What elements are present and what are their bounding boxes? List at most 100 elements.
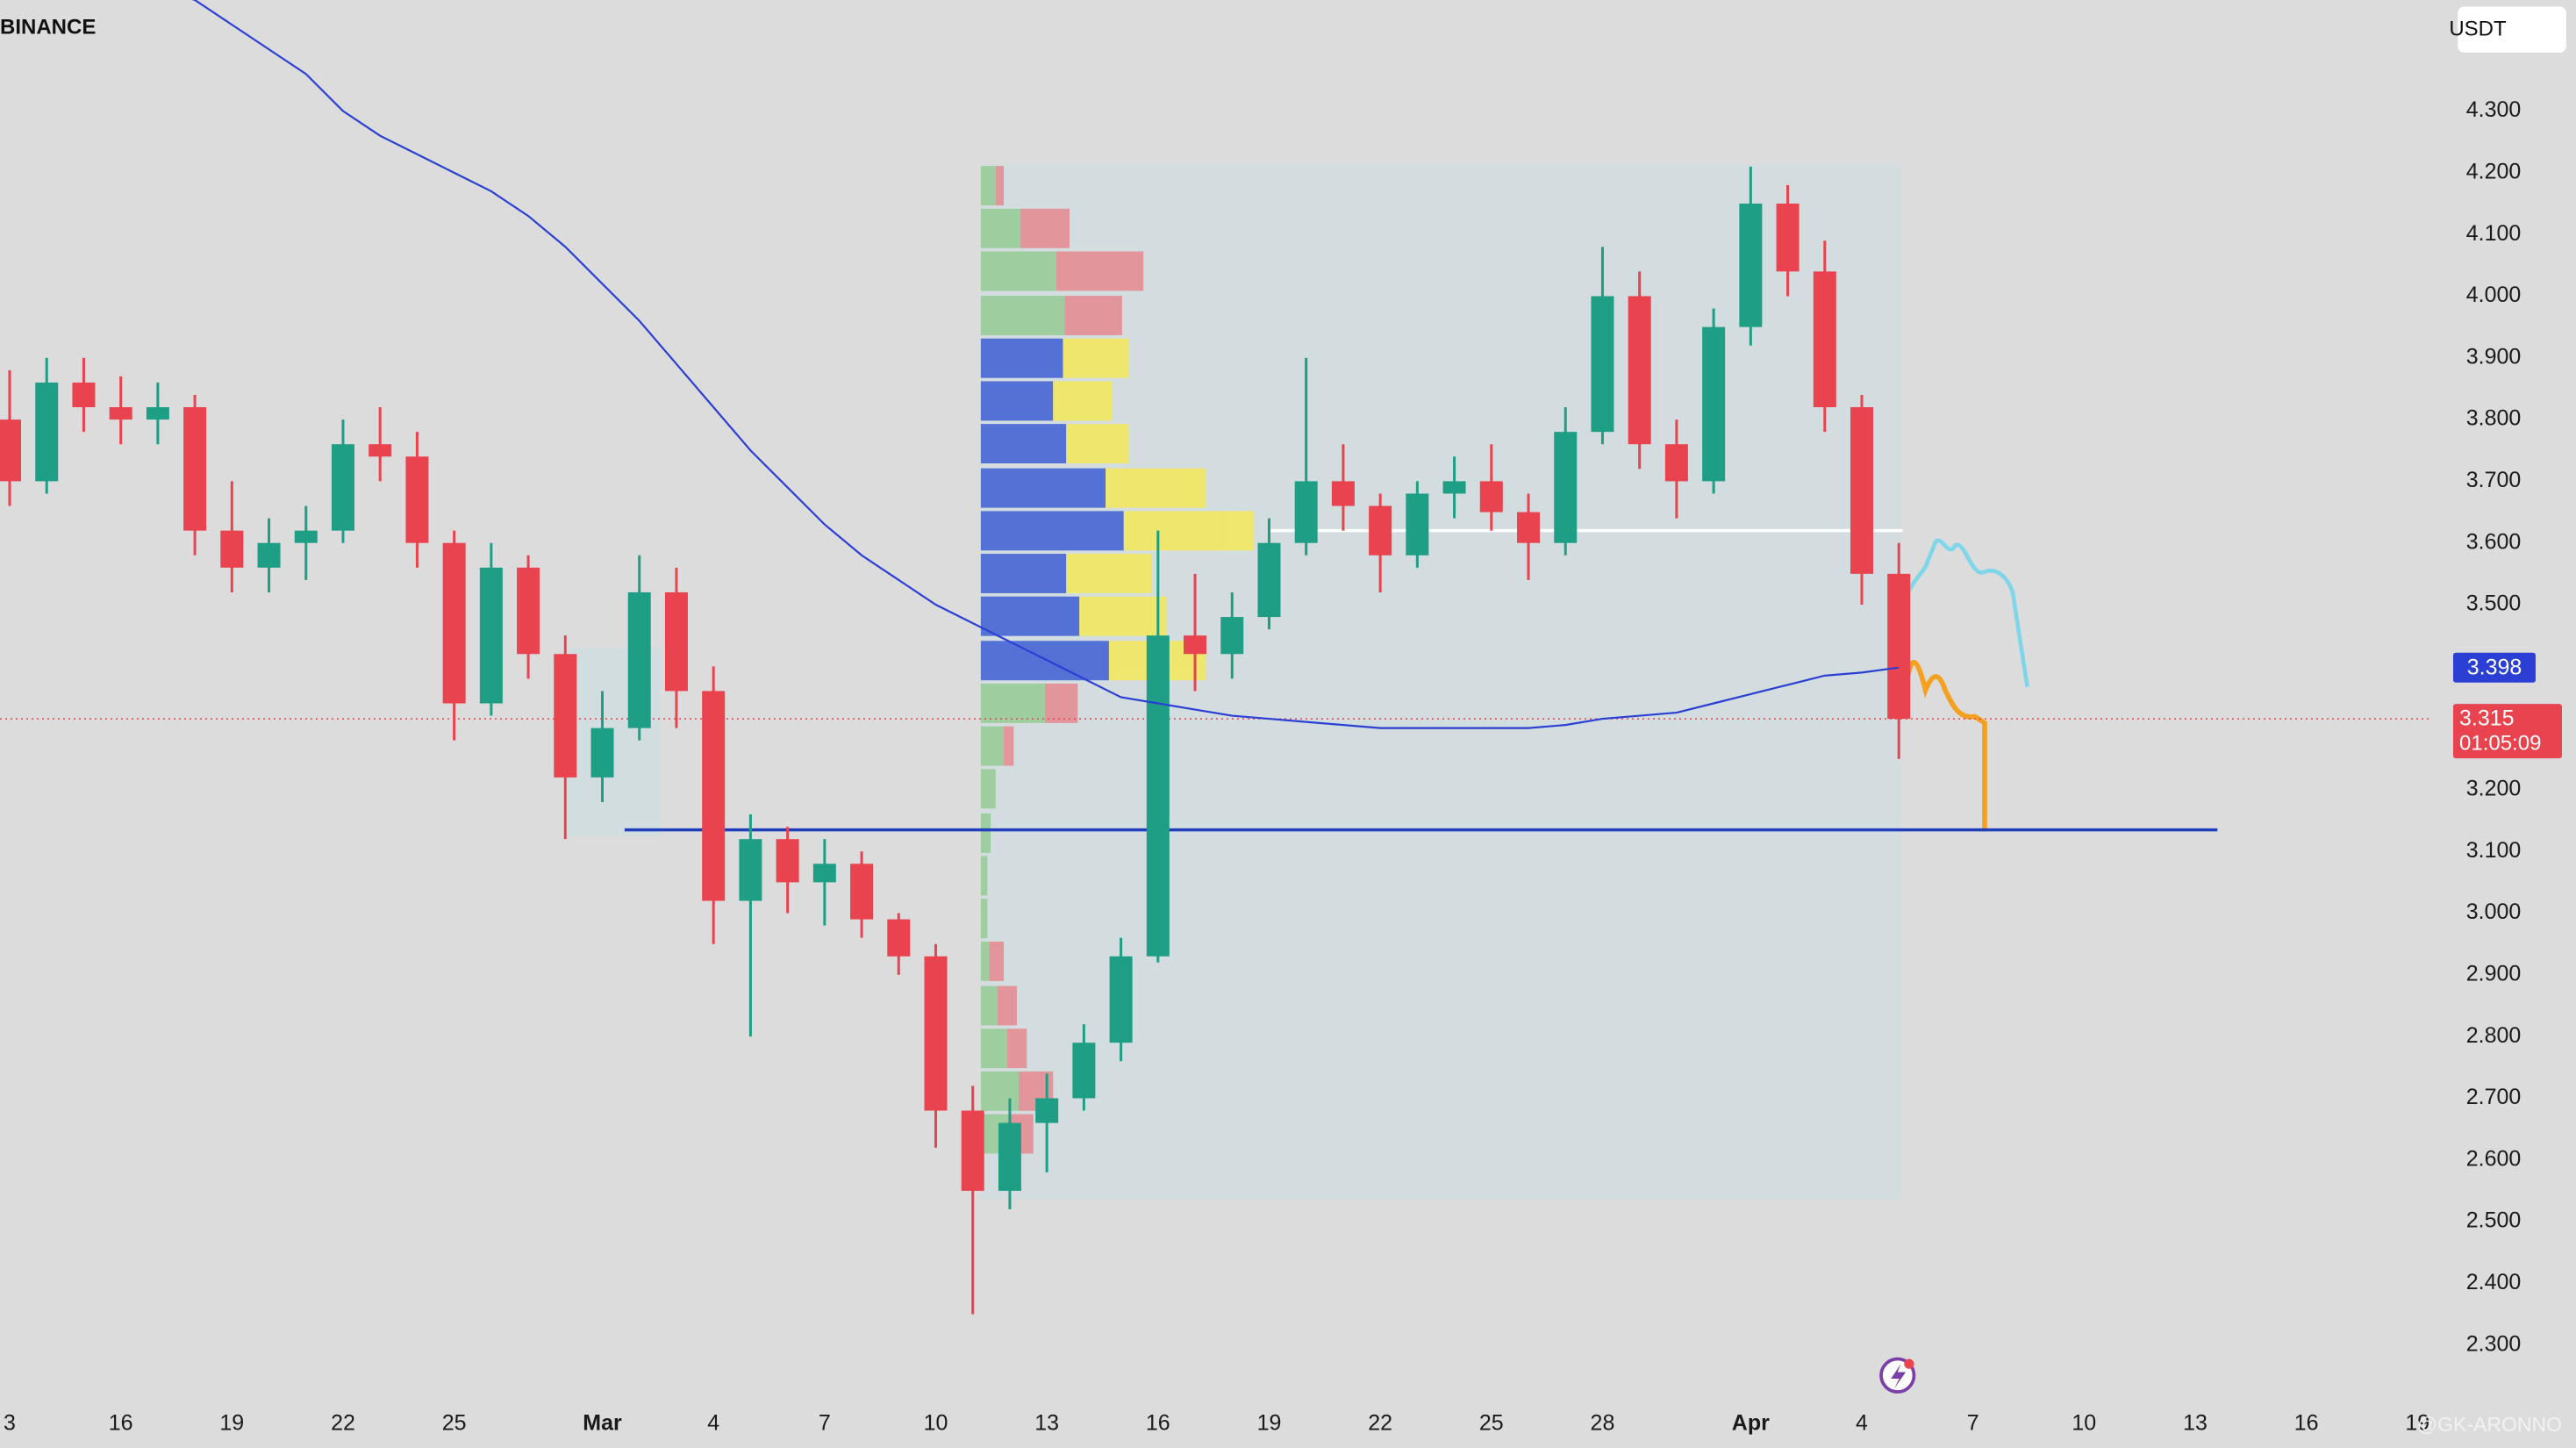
x-tick-label: 22 — [331, 1411, 355, 1436]
candle-body — [702, 691, 726, 901]
candle-body — [1591, 296, 1614, 433]
candle-body — [627, 591, 651, 728]
y-tick-label: 3.200 — [2466, 777, 2522, 801]
projection-orange — [1903, 660, 1987, 832]
y-tick-label: 3.000 — [2466, 900, 2522, 924]
candle-body — [1072, 1043, 1096, 1099]
candle-body — [1220, 617, 1244, 655]
exchange-label: BINANCE — [0, 15, 96, 39]
drawings — [568, 6, 2566, 1394]
x-tick-label: 13 — [1034, 1411, 1059, 1436]
currency-label[interactable]: USDT — [2449, 17, 2507, 40]
x-tick-label: 7 — [1967, 1411, 1979, 1436]
candle-body — [146, 407, 169, 420]
y-tick-label: 3.800 — [2466, 406, 2522, 431]
y-tick-label: 4.100 — [2466, 221, 2522, 246]
x-tick-label: 16 — [1146, 1411, 1170, 1436]
profile-range — [980, 164, 1901, 1200]
y-tick-label: 2.300 — [2466, 1331, 2522, 1356]
x-tick-label: 22 — [1368, 1411, 1392, 1436]
plot-area — [0, 0, 2431, 1315]
x-tick-label: 19 — [2405, 1411, 2429, 1436]
moving-average — [191, 0, 1900, 729]
candle-body — [257, 542, 281, 568]
candle-body — [961, 1110, 984, 1191]
candle-body — [0, 419, 21, 482]
last-price-label: 3.315 — [2459, 706, 2515, 731]
x-tick-label: 4 — [707, 1411, 719, 1436]
candle-body — [517, 567, 540, 655]
candle-body — [1776, 204, 1800, 272]
candle-body — [776, 839, 799, 883]
candle-body — [1257, 542, 1281, 618]
countdown-label: 01:05:09 — [2459, 731, 2541, 755]
projection-cyan — [1895, 538, 2029, 688]
y-tick-label: 2.700 — [2466, 1085, 2522, 1109]
candle-body — [998, 1122, 1021, 1191]
candle-body — [1184, 635, 1207, 655]
x-tick-label: 28 — [1591, 1411, 1615, 1436]
currency-button[interactable] — [2458, 6, 2566, 53]
y-tick-label: 4.200 — [2466, 159, 2522, 183]
candle-body — [1035, 1098, 1059, 1123]
x-tick-label: 19 — [1257, 1411, 1282, 1436]
candle-body — [405, 456, 429, 543]
candle-body — [739, 839, 762, 901]
candle-body — [369, 444, 392, 457]
candle-body — [1146, 635, 1170, 957]
volume-profile — [980, 166, 1254, 1154]
candle-body — [590, 728, 614, 778]
x-tick-label: 3 — [4, 1411, 16, 1436]
y-tick-label: 3.600 — [2466, 529, 2522, 554]
candle-body — [1406, 493, 1429, 556]
ma-price-box — [2453, 652, 2536, 683]
y-tick-label: 4.300 — [2466, 97, 2522, 122]
candle-body — [1850, 407, 1873, 574]
watermark: @GK-ARONNO — [2417, 1413, 2562, 1436]
y-tick-label: 3.500 — [2466, 591, 2522, 616]
y-tick-label: 2.500 — [2466, 1208, 2522, 1233]
y-tick-label: 2.600 — [2466, 1146, 2522, 1171]
x-tick-label: 10 — [924, 1411, 948, 1436]
candle-body — [294, 530, 318, 543]
x-tick-label: 25 — [1479, 1411, 1504, 1436]
candle-body — [109, 407, 132, 420]
candle-body — [1442, 481, 1466, 494]
candle-body — [1664, 444, 1688, 482]
y-tick-label: 3.900 — [2466, 344, 2522, 369]
x-tick-label: 16 — [109, 1411, 133, 1436]
last-price-box — [2453, 704, 2562, 759]
candle-body — [1517, 512, 1541, 543]
candle-body — [1813, 271, 1836, 408]
candle-body — [812, 864, 836, 883]
candle-body — [924, 956, 948, 1111]
y-tick-label: 2.400 — [2466, 1270, 2522, 1294]
x-tick-label: 10 — [2072, 1411, 2096, 1436]
candle-body — [664, 591, 688, 692]
x-tick-label: 19 — [219, 1411, 244, 1436]
candle-body — [887, 919, 911, 957]
candle-body — [1369, 505, 1392, 556]
x-tick-label: 13 — [2183, 1411, 2207, 1436]
candle-body — [183, 407, 207, 531]
candle-body — [1294, 481, 1318, 543]
candle-body — [479, 567, 503, 704]
y-tick-label: 4.000 — [2466, 283, 2522, 307]
y-tick-label: 3.700 — [2466, 468, 2522, 492]
x-tick-label: 25 — [442, 1411, 467, 1436]
candle-body — [1331, 481, 1355, 506]
candle-body — [220, 530, 244, 568]
x-tick-label: Apr — [1732, 1411, 1770, 1436]
candle-body — [331, 444, 354, 531]
candle-body — [850, 864, 874, 920]
candle-body — [1109, 956, 1133, 1043]
candle-body — [1702, 326, 1726, 482]
x-tick-label: Mar — [583, 1411, 622, 1436]
candle-body — [1479, 481, 1503, 513]
candle-body — [442, 542, 466, 704]
candle-body — [1887, 573, 1911, 720]
candle-body — [1739, 204, 1763, 327]
ma-price-label: 3.398 — [2467, 655, 2522, 679]
